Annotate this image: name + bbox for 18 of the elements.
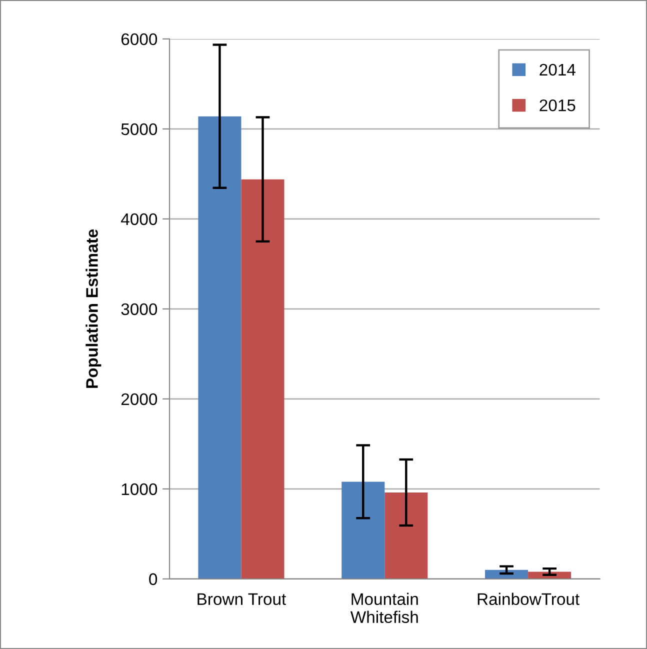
legend-label: 2015 [540, 99, 576, 112]
y-tick-label: 2000 [121, 393, 158, 406]
legend-label: 2014 [540, 64, 576, 76]
y-tick-label: 5000 [121, 123, 158, 136]
y-tick-label: 0 [149, 573, 158, 586]
bar [342, 482, 385, 579]
bar [485, 570, 528, 579]
y-tick-label: 3000 [121, 303, 158, 316]
x-tick-label: Brown Trout [198, 593, 286, 606]
y-axis-title: Population Estimate [86, 229, 102, 388]
x-tick-label: RainbowTrout [478, 592, 580, 606]
bar [384, 492, 428, 579]
y-tick-label: 1000 [122, 483, 158, 496]
y-tick-label: 6000 [121, 33, 158, 46]
x-tick-label: Mountain Whitefish [350, 592, 418, 623]
y-tick-label: 4000 [121, 213, 158, 226]
bar [241, 179, 284, 579]
bar [198, 116, 242, 579]
